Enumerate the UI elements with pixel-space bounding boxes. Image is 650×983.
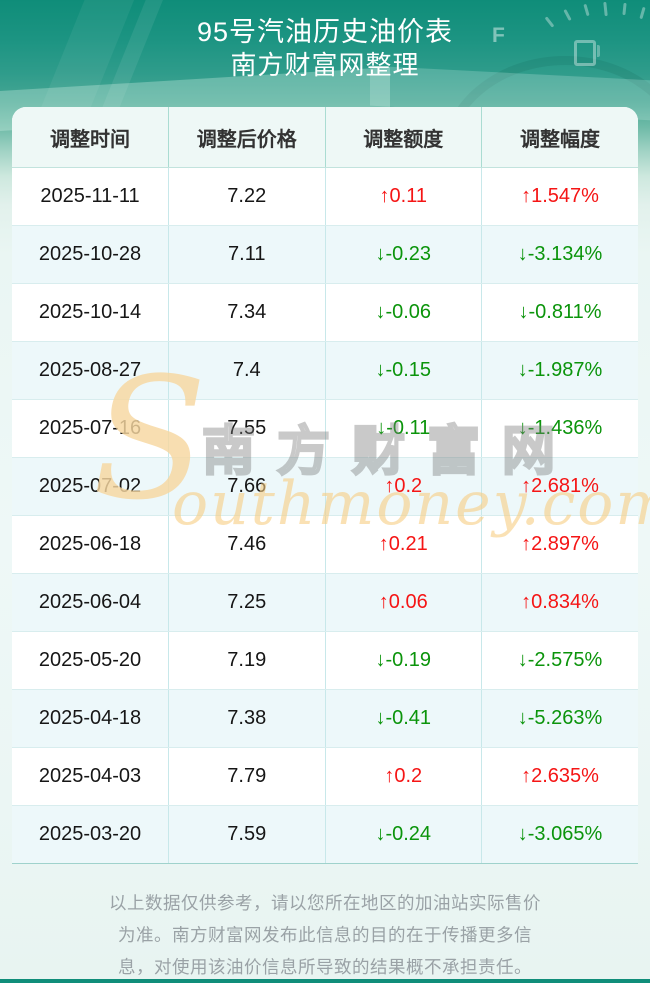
change-cell: ↓-0.06 (325, 283, 482, 342)
page-subtitle: 南方财富网整理 (230, 50, 420, 80)
table-row: 2025-05-20 7.19 ↓-0.19 ↓-2.575% (12, 631, 638, 690)
table-row: 2025-10-28 7.11 ↓-0.23 ↓-3.134% (12, 225, 638, 284)
price-table-card: 调整时间 调整后价格 调整额度 调整幅度 2025-11-11 7.22 ↑0.… (12, 107, 638, 864)
percent-cell: ↓-2.575% (481, 631, 638, 690)
table-row: 2025-11-11 7.22 ↑0.11 ↑1.547% (12, 167, 638, 226)
col-header-adjust-amount: 调整额度 (325, 107, 482, 168)
change-cell: ↓-0.15 (325, 341, 482, 400)
price-cell: 7.34 (168, 283, 326, 342)
page-title: 95号汽油历史油价表 (196, 17, 454, 47)
change-cell: ↓-0.23 (325, 225, 482, 284)
table-row: 2025-07-16 7.55 ↓-0.11 ↓-1.436% (12, 399, 638, 458)
change-cell: ↑0.11 (325, 167, 482, 226)
price-cell: 7.46 (168, 515, 326, 574)
percent-cell: ↑2.681% (481, 457, 638, 516)
date-cell: 2025-04-18 (12, 689, 169, 748)
date-cell: 2025-06-04 (12, 573, 169, 632)
table-header-row: 调整时间 调整后价格 调整额度 调整幅度 (12, 107, 638, 168)
percent-cell: ↓-3.134% (481, 225, 638, 284)
change-cell: ↑0.2 (325, 747, 482, 806)
disclaimer-text: 以上数据仅供参考，请以您所在地区的加油站实际售价为准。南方财富网发布此信息的目的… (109, 892, 541, 977)
date-cell: 2025-04-03 (12, 747, 169, 806)
date-cell: 2025-07-16 (12, 399, 169, 458)
change-cell: ↑0.06 (325, 573, 482, 632)
price-cell: 7.79 (168, 747, 326, 806)
price-cell: 7.66 (168, 457, 326, 516)
date-cell: 2025-06-18 (12, 515, 169, 574)
date-cell: 2025-08-27 (12, 341, 169, 400)
table-row: 2025-08-27 7.4 ↓-0.15 ↓-1.987% (12, 341, 638, 400)
price-cell: 7.19 (168, 631, 326, 690)
table-row: 2025-10-14 7.34 ↓-0.06 ↓-0.811% (12, 283, 638, 342)
price-cell: 7.11 (168, 225, 326, 284)
oil-price-table: 调整时间 调整后价格 调整额度 调整幅度 2025-11-11 7.22 ↑0.… (12, 107, 638, 864)
percent-cell: ↑2.635% (481, 747, 638, 806)
percent-cell: ↑1.547% (481, 167, 638, 226)
page-banner: F 95号汽油历史油价表 南方财富网整理 (0, 0, 650, 163)
change-cell: ↓-0.24 (325, 805, 482, 864)
percent-cell: ↑2.897% (481, 515, 638, 574)
date-cell: 2025-10-28 (12, 225, 169, 284)
table-row: 2025-04-03 7.79 ↑0.2 ↑2.635% (12, 747, 638, 806)
table-row: 2025-06-18 7.46 ↑0.21 ↑2.897% (12, 515, 638, 574)
percent-cell: ↑0.834% (481, 573, 638, 632)
col-header-price-after: 调整后价格 (168, 107, 326, 168)
table-row: 2025-03-20 7.59 ↓-0.24 ↓-3.065% (12, 805, 638, 864)
date-cell: 2025-03-20 (12, 805, 169, 864)
table-row: 2025-07-02 7.66 ↑0.2 ↑2.681% (12, 457, 638, 516)
change-cell: ↑0.21 (325, 515, 482, 574)
price-cell: 7.59 (168, 805, 326, 864)
price-cell: 7.55 (168, 399, 326, 458)
percent-cell: ↓-0.811% (481, 283, 638, 342)
change-cell: ↓-0.11 (325, 399, 482, 458)
price-cell: 7.22 (168, 167, 326, 226)
date-cell: 2025-05-20 (12, 631, 169, 690)
date-cell: 2025-07-02 (12, 457, 169, 516)
col-header-adjust-time: 调整时间 (12, 107, 169, 168)
price-cell: 7.25 (168, 573, 326, 632)
table-row: 2025-06-04 7.25 ↑0.06 ↑0.834% (12, 573, 638, 632)
change-cell: ↓-0.41 (325, 689, 482, 748)
percent-cell: ↓-3.065% (481, 805, 638, 864)
percent-cell: ↓-5.263% (481, 689, 638, 748)
table-row: 2025-04-18 7.38 ↓-0.41 ↓-5.263% (12, 689, 638, 748)
date-cell: 2025-11-11 (12, 167, 169, 226)
percent-cell: ↓-1.436% (481, 399, 638, 458)
col-header-adjust-percent: 调整幅度 (481, 107, 638, 168)
price-cell: 7.4 (168, 341, 326, 400)
percent-cell: ↓-1.987% (481, 341, 638, 400)
change-cell: ↓-0.19 (325, 631, 482, 690)
change-cell: ↑0.2 (325, 457, 482, 516)
price-cell: 7.38 (168, 689, 326, 748)
date-cell: 2025-10-14 (12, 283, 169, 342)
